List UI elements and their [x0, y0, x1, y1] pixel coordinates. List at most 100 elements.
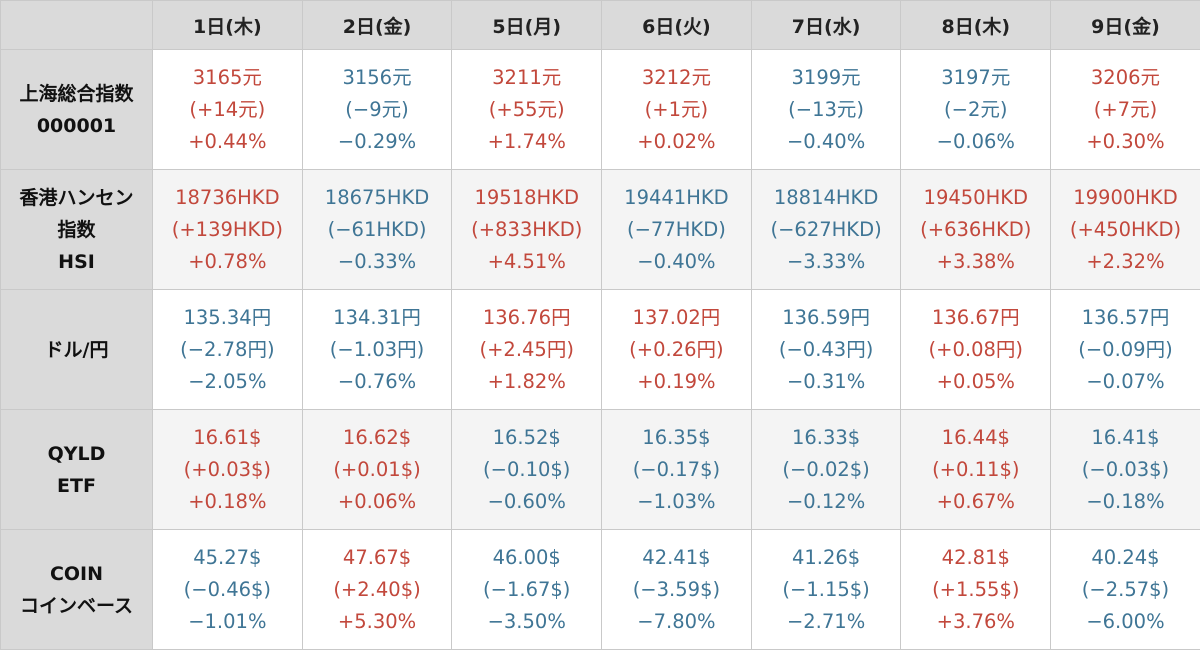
change-value: (−13元) — [752, 94, 901, 126]
date-header: 7日(水) — [751, 1, 901, 50]
change-value: (−2元) — [901, 94, 1050, 126]
change-value: (+14元) — [153, 94, 302, 126]
price-value: 42.81$ — [901, 542, 1050, 574]
row-label-line: COIN — [1, 558, 152, 590]
price-value: 134.31円 — [303, 302, 452, 334]
price-value: 137.02円 — [602, 302, 751, 334]
value-cell: 3197元(−2元)−0.06% — [901, 50, 1051, 170]
change-value: (+0.08円) — [901, 334, 1050, 366]
percent-change: −0.33% — [303, 246, 452, 278]
value-cell: 16.61$(+0.03$)+0.18% — [153, 410, 303, 530]
change-value: (+450HKD) — [1051, 214, 1200, 246]
percent-change: −7.80% — [602, 606, 751, 638]
date-header: 9日(金) — [1051, 1, 1200, 50]
price-value: 47.67$ — [303, 542, 452, 574]
change-value: (−0.09円) — [1051, 334, 1200, 366]
change-value: (−1.03円) — [303, 334, 452, 366]
price-value: 42.41$ — [602, 542, 751, 574]
price-value: 18675HKD — [303, 182, 452, 214]
change-value: (−0.43円) — [752, 334, 901, 366]
percent-change: +0.30% — [1051, 126, 1200, 158]
percent-change: −3.50% — [452, 606, 601, 638]
percent-change: +0.78% — [153, 246, 302, 278]
value-cell: 3212元(+1元)+0.02% — [602, 50, 752, 170]
price-value: 45.27$ — [153, 542, 302, 574]
price-value: 41.26$ — [752, 542, 901, 574]
price-value: 136.57円 — [1051, 302, 1200, 334]
percent-change: −0.07% — [1051, 366, 1200, 398]
value-cell: 136.76円(+2.45円)+1.82% — [452, 290, 602, 410]
value-cell: 3199元(−13元)−0.40% — [751, 50, 901, 170]
date-header: 2日(金) — [302, 1, 452, 50]
value-cell: 18736HKD(+139HKD)+0.78% — [153, 170, 303, 290]
percent-change: −0.29% — [303, 126, 452, 158]
row-label: ドル/円 — [1, 290, 153, 410]
price-value: 19518HKD — [452, 182, 601, 214]
value-cell: 19441HKD(−77HKD)−0.40% — [602, 170, 752, 290]
value-cell: 3211元(+55元)+1.74% — [452, 50, 602, 170]
percent-change: −0.76% — [303, 366, 452, 398]
value-cell: 42.81$(+1.55$)+3.76% — [901, 530, 1051, 650]
price-value: 136.59円 — [752, 302, 901, 334]
change-value: (−2.78円) — [153, 334, 302, 366]
change-value: (+636HKD) — [901, 214, 1050, 246]
change-value: (+55元) — [452, 94, 601, 126]
percent-change: −3.33% — [752, 246, 901, 278]
value-cell: 18675HKD(−61HKD)−0.33% — [302, 170, 452, 290]
price-value: 19450HKD — [901, 182, 1050, 214]
value-cell: 19900HKD(+450HKD)+2.32% — [1051, 170, 1200, 290]
change-value: (+0.26円) — [602, 334, 751, 366]
change-value: (+0.11$) — [901, 454, 1050, 486]
percent-change: +0.44% — [153, 126, 302, 158]
price-value: 16.35$ — [602, 422, 751, 454]
value-cell: 47.67$(+2.40$)+5.30% — [302, 530, 452, 650]
price-value: 19900HKD — [1051, 182, 1200, 214]
price-value: 136.76円 — [452, 302, 601, 334]
percent-change: −0.06% — [901, 126, 1050, 158]
change-value: (−627HKD) — [752, 214, 901, 246]
change-value: (−0.46$) — [153, 574, 302, 606]
percent-change: −0.40% — [752, 126, 901, 158]
change-value: (−0.03$) — [1051, 454, 1200, 486]
percent-change: −0.12% — [752, 486, 901, 518]
price-value: 3206元 — [1051, 62, 1200, 94]
price-value: 40.24$ — [1051, 542, 1200, 574]
percent-change: −1.01% — [153, 606, 302, 638]
header-row: 1日(木) 2日(金) 5日(月) 6日(火) 7日(水) 8日(木) 9日(金… — [1, 1, 1200, 50]
change-value: (−9元) — [303, 94, 452, 126]
row-label-line: 上海総合指数 — [1, 78, 152, 110]
row-label-line: 000001 — [1, 110, 152, 142]
price-value: 16.33$ — [752, 422, 901, 454]
value-cell: 40.24$(−2.57$)−6.00% — [1051, 530, 1200, 650]
value-cell: 18814HKD(−627HKD)−3.33% — [751, 170, 901, 290]
price-value: 16.44$ — [901, 422, 1050, 454]
row-label-line: 香港ハンセン — [1, 182, 152, 214]
change-value: (+1元) — [602, 94, 751, 126]
value-cell: 16.52$(−0.10$)−0.60% — [452, 410, 602, 530]
value-cell: 19518HKD(+833HKD)+4.51% — [452, 170, 602, 290]
date-header: 6日(火) — [602, 1, 752, 50]
change-value: (+833HKD) — [452, 214, 601, 246]
percent-change: −0.18% — [1051, 486, 1200, 518]
change-value: (+0.01$) — [303, 454, 452, 486]
percent-change: +0.67% — [901, 486, 1050, 518]
change-value: (+0.03$) — [153, 454, 302, 486]
value-cell: 135.34円(−2.78円)−2.05% — [153, 290, 303, 410]
price-value: 19441HKD — [602, 182, 751, 214]
percent-change: +0.05% — [901, 366, 1050, 398]
change-value: (+2.40$) — [303, 574, 452, 606]
value-cell: 3156元(−9元)−0.29% — [302, 50, 452, 170]
change-value: (−0.10$) — [452, 454, 601, 486]
table-header: 1日(木) 2日(金) 5日(月) 6日(火) 7日(水) 8日(木) 9日(金… — [1, 1, 1200, 50]
value-cell: 46.00$(−1.67$)−3.50% — [452, 530, 602, 650]
value-cell: 134.31円(−1.03円)−0.76% — [302, 290, 452, 410]
price-value: 16.62$ — [303, 422, 452, 454]
header-corner-cell — [1, 1, 153, 50]
